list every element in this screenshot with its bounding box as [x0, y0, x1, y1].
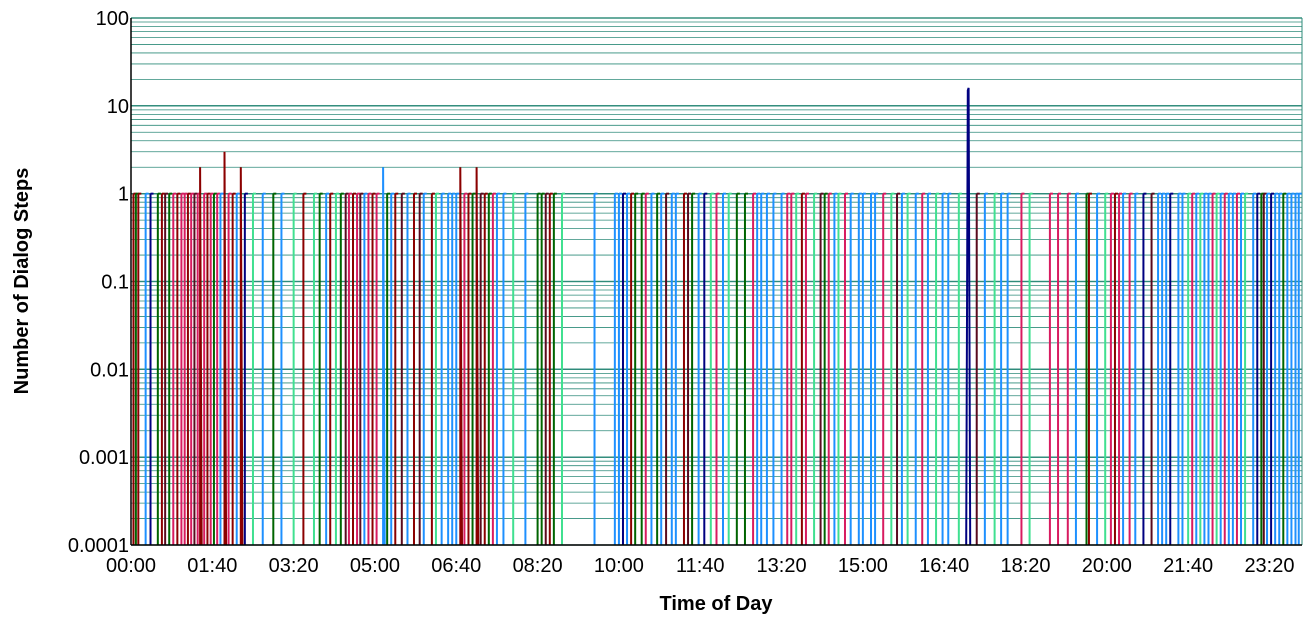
peak-series-line	[382, 167, 386, 546]
x-tick-label: 15:00	[838, 555, 888, 577]
x-tick-label: 05:00	[350, 555, 400, 577]
x-tick-label: 08:20	[513, 555, 563, 577]
peak-series-line	[239, 167, 244, 546]
x-tick-label: 03:20	[269, 555, 319, 577]
x-tick-label: 18:20	[1000, 555, 1050, 577]
y-tick-label: 10	[107, 96, 129, 118]
x-tick-label: 13:20	[757, 555, 807, 577]
x-tick-label: 10:00	[594, 555, 644, 577]
axes	[130, 18, 1302, 546]
peak-series-line	[475, 167, 480, 546]
x-tick-label: 20:00	[1082, 555, 1132, 577]
x-tick-label: 23:20	[1244, 555, 1294, 577]
x-axis-title: Time of Day	[660, 593, 774, 615]
y-axis-title: Number of Dialog Steps	[11, 168, 33, 395]
x-tick-label: 21:40	[1163, 555, 1213, 577]
x-tick-label: 00:00	[106, 555, 156, 577]
y-tick-label: 0.0001	[68, 535, 129, 557]
x-tick-label: 01:40	[187, 555, 237, 577]
y-tick-label: 0.001	[79, 447, 129, 469]
y-tick-labels: 0.0001 0.001 0.01 0.1 1 10 100	[68, 8, 129, 557]
peak-series-line	[199, 167, 203, 546]
x-tick-label: 16:40	[919, 555, 969, 577]
x-tick-labels: 00:00 01:40 03:20 05:00 06:40 08:20 10:00 11:40…	[106, 555, 1295, 577]
y-tick-label: 0.01	[90, 359, 129, 381]
x-tick-label: 06:40	[431, 555, 481, 577]
peak-series-line	[459, 167, 463, 546]
y-tick-label: 1	[118, 184, 129, 206]
peak-series-line	[965, 87, 972, 546]
x-tick-label: 11:40	[676, 555, 725, 577]
plot-series	[132, 87, 1302, 546]
y-tick-label: 0.1	[101, 272, 129, 294]
y-tick-label: 100	[96, 8, 129, 30]
peak-series-line	[223, 151, 228, 546]
